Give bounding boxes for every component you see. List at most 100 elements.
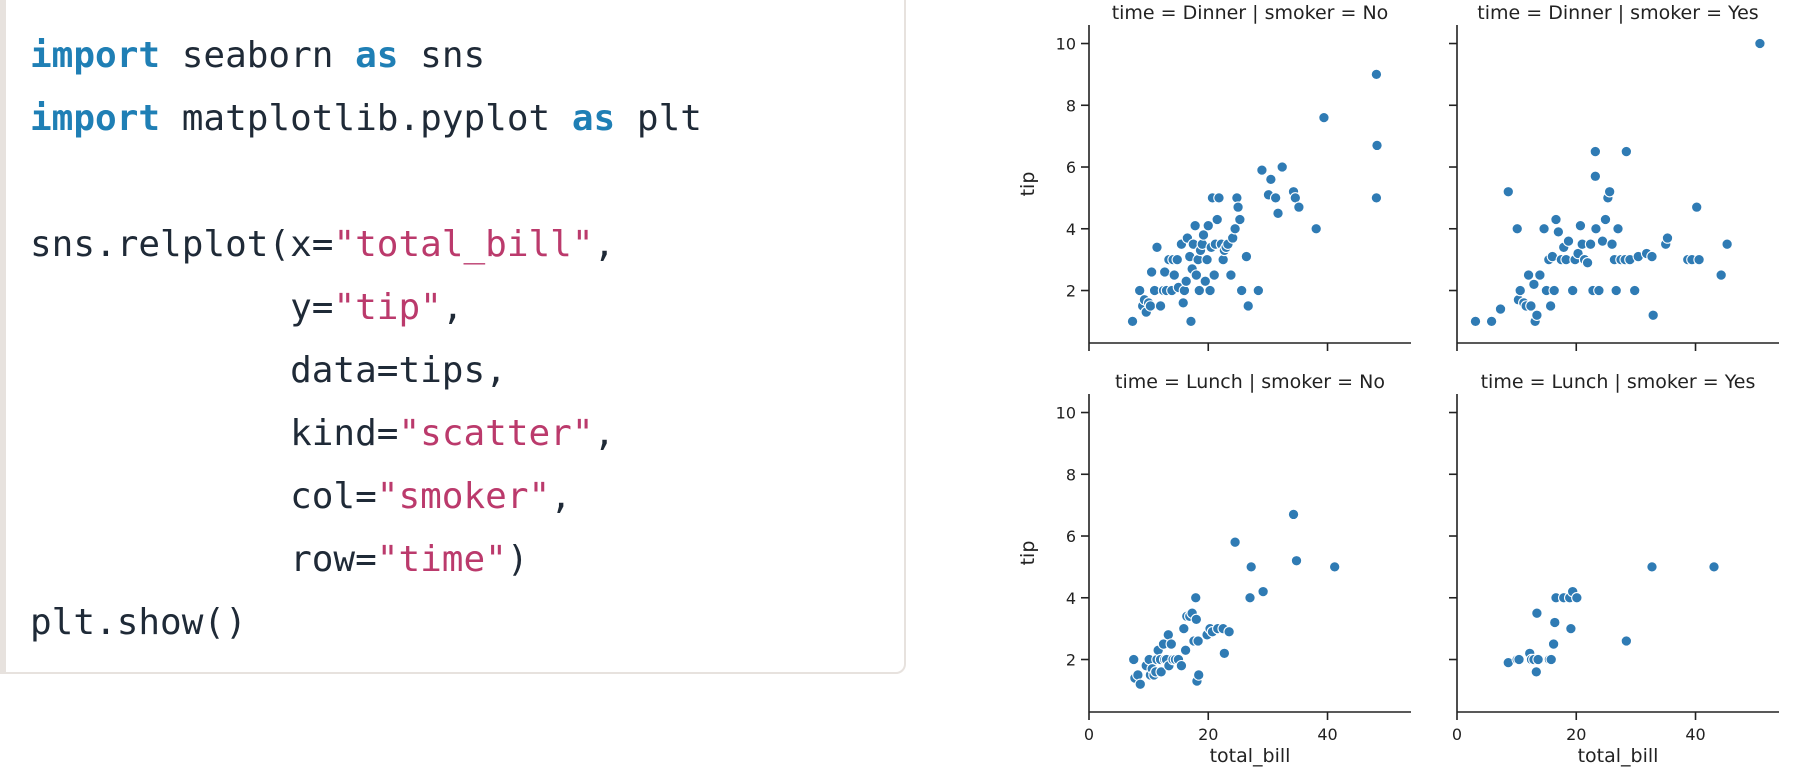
- code-text: col=: [30, 476, 377, 517]
- scatter-point: [1584, 238, 1597, 250]
- scatter-point: [1693, 253, 1705, 266]
- scatter-point: [1571, 592, 1583, 604]
- scatter-point: [1549, 616, 1561, 629]
- scatter-point: [1328, 561, 1341, 573]
- code-text: ): [506, 539, 529, 580]
- scatter-point: [1603, 185, 1616, 198]
- scatter-point: [1265, 173, 1277, 186]
- scatter-point: [1574, 219, 1587, 232]
- code-line: import seaborn as sns: [30, 35, 485, 76]
- x-tick-label: 0: [1084, 725, 1094, 744]
- scatter-point: [1525, 300, 1537, 312]
- scatter-point: [1545, 653, 1557, 666]
- y-tick-label: 6: [1066, 527, 1076, 546]
- code-string: "tip": [333, 287, 442, 328]
- scatter-point: [1485, 315, 1498, 328]
- scatter-point: [1514, 284, 1526, 297]
- scatter-point: [1145, 266, 1158, 278]
- code-string: "scatter": [398, 413, 594, 454]
- scatter-point: [1245, 561, 1257, 573]
- scatter-point: [1178, 284, 1191, 297]
- scatter-point: [1589, 170, 1602, 183]
- scatter-point: [1606, 238, 1618, 250]
- y-tick-label: 8: [1066, 465, 1076, 484]
- scatter-point: [1287, 508, 1300, 521]
- scatter-point: [1661, 232, 1674, 244]
- scatter-point: [1178, 622, 1190, 635]
- scatter-point: [1165, 638, 1178, 650]
- y-tick-label: 4: [1066, 220, 1076, 239]
- scatter-point: [1193, 284, 1206, 297]
- scatter-point: [1144, 300, 1157, 312]
- scatter-point: [1240, 250, 1253, 263]
- code-text: ,: [593, 413, 616, 454]
- panel-title: time = Dinner | smoker = Yes: [1477, 2, 1758, 24]
- scatter-point: [1226, 232, 1239, 244]
- code-text: matplotlib.pyplot: [160, 98, 572, 139]
- scatter-point: [1234, 213, 1246, 226]
- scatter-point: [1612, 223, 1624, 235]
- scatter-point: [1189, 219, 1201, 232]
- code-line: col="smoker",: [30, 476, 572, 517]
- scatter-point: [1151, 241, 1163, 254]
- scatter-point: [1581, 256, 1594, 269]
- scatter-point: [1229, 536, 1241, 548]
- scatter-point: [1620, 145, 1633, 158]
- code-line: sns.relplot(x="total_bill",: [30, 224, 615, 265]
- y-tick-label: 8: [1066, 96, 1076, 115]
- scatter-point: [1179, 644, 1192, 657]
- x-tick-label: 20: [1198, 725, 1218, 744]
- scatter-point: [1211, 213, 1223, 226]
- scatter-point: [1190, 269, 1203, 281]
- scatter-point: [1185, 315, 1197, 328]
- code-line: data=tips,: [30, 350, 507, 391]
- scatter-point: [1513, 653, 1525, 666]
- y-tick-label: 4: [1066, 589, 1076, 608]
- scatter-point: [1511, 223, 1523, 235]
- y-tick-label: 10: [1056, 35, 1076, 54]
- scatter-point: [1293, 201, 1305, 213]
- scatter-point: [1370, 192, 1383, 204]
- scatter-point: [1754, 37, 1766, 50]
- code-text: row=: [30, 539, 377, 580]
- code-keyword: as: [355, 35, 399, 76]
- code-text: sns.relplot(x=: [30, 224, 334, 265]
- code-text: plt.show(): [30, 602, 247, 643]
- scatter-point: [1528, 278, 1540, 291]
- code-panel: import seaborn as sns import matplotlib.…: [0, 0, 906, 674]
- code-text: data=tips,: [30, 350, 507, 391]
- scatter-point: [1171, 253, 1184, 266]
- code-text: seaborn: [160, 35, 356, 76]
- scatter-point: [1371, 139, 1383, 152]
- scatter-point: [1180, 275, 1192, 288]
- code-string: "total_bill": [333, 224, 594, 265]
- code-string: "smoker": [376, 476, 551, 517]
- scatter-point: [1202, 219, 1215, 232]
- scatter-point: [1538, 223, 1550, 235]
- scatter-point: [1620, 635, 1633, 647]
- scatter-point: [1256, 164, 1268, 176]
- scatter-point: [1589, 145, 1602, 158]
- scatter-point: [1269, 192, 1282, 204]
- facet-panel: time = Lunch | smoker = No 2 4 6 8 10 0 20 40 tip…: [1017, 371, 1411, 767]
- code-keyword: import: [30, 98, 161, 139]
- scatter-point: [1599, 213, 1612, 226]
- scatter-point: [1469, 315, 1482, 328]
- y-axis-label: tip: [1017, 541, 1039, 566]
- scatter-point: [1168, 269, 1181, 281]
- y-tick-label: 6: [1066, 158, 1076, 177]
- facet-grid-chart: time = Dinner | smoker = No 2 4 6 8 10 tip time…: [1017, 2, 1779, 767]
- panel-title: time = Dinner | smoker = No: [1112, 2, 1389, 24]
- scatter-point: [1547, 638, 1560, 650]
- scatter-point: [1646, 250, 1658, 263]
- y-tick-label: 2: [1066, 651, 1076, 670]
- y-tick-label: 10: [1056, 404, 1076, 423]
- scatter-point: [1175, 659, 1188, 672]
- scatter-point: [1155, 666, 1167, 678]
- scatter-point: [1532, 653, 1544, 666]
- scatter-point: [1218, 647, 1231, 660]
- scatter-point: [1534, 269, 1546, 281]
- scatter-point: [1550, 213, 1562, 226]
- scatter-point: [1318, 111, 1330, 124]
- scatter-point: [1272, 207, 1284, 220]
